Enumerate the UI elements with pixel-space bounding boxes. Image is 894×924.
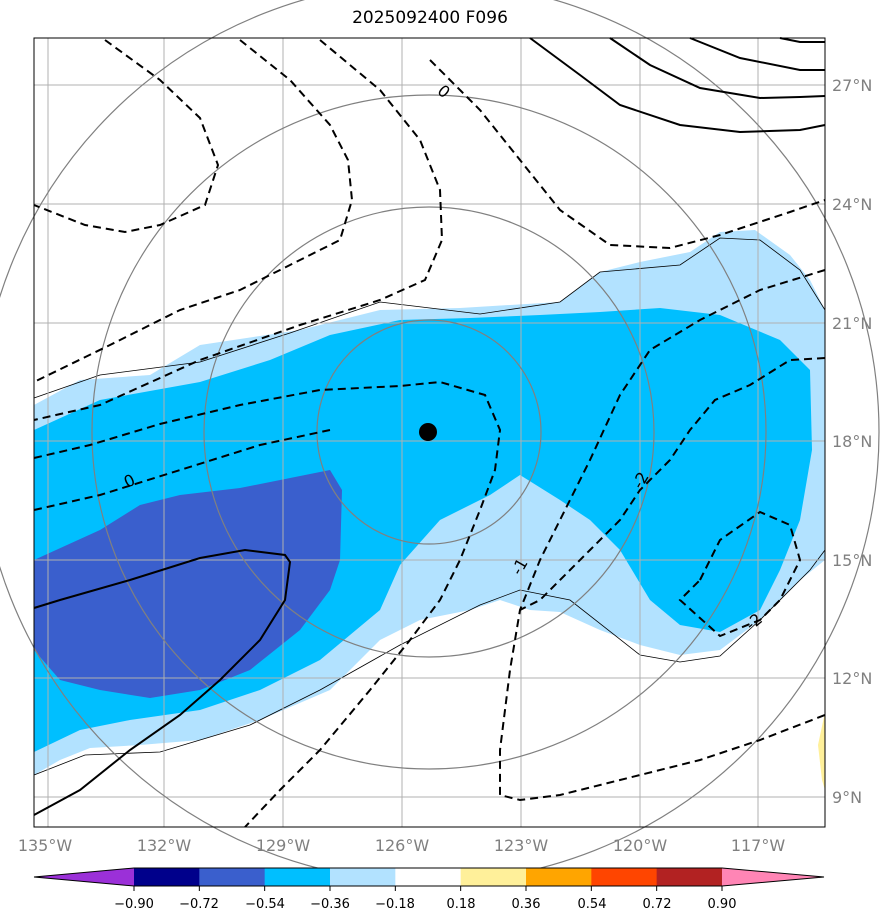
lon-label: 120°W <box>613 836 668 855</box>
colorbar-extend-high <box>722 868 824 886</box>
zero-line-upper <box>33 237 826 399</box>
lon-label: 117°W <box>731 836 786 855</box>
zero-line-lower <box>33 549 826 776</box>
lat-label: 18°N <box>832 432 872 451</box>
lat-label: 21°N <box>832 314 872 333</box>
lat-label: 27°N <box>832 76 872 95</box>
colorbar-tick: 0.90 <box>708 897 737 912</box>
lon-label: 126°W <box>375 836 430 855</box>
solid-contours <box>33 37 826 816</box>
colorbar-tick: −0.54 <box>245 897 285 912</box>
colorbar-tick-labels: −0.90 −0.72 −0.54 −0.36 −0.18 0.18 0.36 … <box>114 897 736 912</box>
shade-yellow-region <box>818 712 825 790</box>
colorbar-segment <box>656 868 723 886</box>
lat-label: 24°N <box>832 195 872 214</box>
lat-label: 15°N <box>832 551 872 570</box>
colorbar-tick: −0.36 <box>310 897 350 912</box>
colorbar-segment <box>330 868 396 886</box>
colorbar-tick: 0.18 <box>447 897 476 912</box>
lon-label: 135°W <box>18 836 73 855</box>
lat-label: 9°N <box>832 788 862 807</box>
longitude-labels: 135°W 132°W 129°W 126°W 123°W 120°W 117°… <box>18 836 786 855</box>
colorbar-tick: 0.72 <box>643 897 672 912</box>
contour-label: 0 <box>434 81 454 102</box>
shade-dark-region <box>34 470 342 698</box>
colorbar-tick: 0.36 <box>512 897 541 912</box>
lat-label: 12°N <box>832 669 872 688</box>
colorbar-segment <box>591 868 658 886</box>
colorbar-segment <box>460 868 527 886</box>
colorbar-segment <box>199 868 266 886</box>
lon-label: 123°W <box>494 836 549 855</box>
colorbar-segment <box>526 868 592 886</box>
map-frame <box>33 37 826 828</box>
storm-center-marker <box>419 423 437 441</box>
latitude-labels: 27°N 24°N 21°N 18°N 15°N 12°N 9°N <box>832 76 872 807</box>
colorbar-extend-low <box>34 868 134 886</box>
colorbar-tick: −0.72 <box>179 897 219 912</box>
shaded-fields <box>33 230 826 790</box>
colorbar-tick: −0.18 <box>375 897 415 912</box>
colorbar-segment <box>134 868 200 886</box>
colorbar <box>33 867 825 891</box>
colorbar-segment <box>264 868 331 886</box>
colorbar-tick: −0.90 <box>114 897 154 912</box>
map-title: 2025092400 F096 <box>352 8 508 28</box>
lon-label: 129°W <box>256 836 311 855</box>
colorbar-tick: 0.54 <box>578 897 607 912</box>
dashed-contours <box>33 39 826 828</box>
colorbar-segment <box>395 868 462 886</box>
lon-label: 132°W <box>137 836 192 855</box>
